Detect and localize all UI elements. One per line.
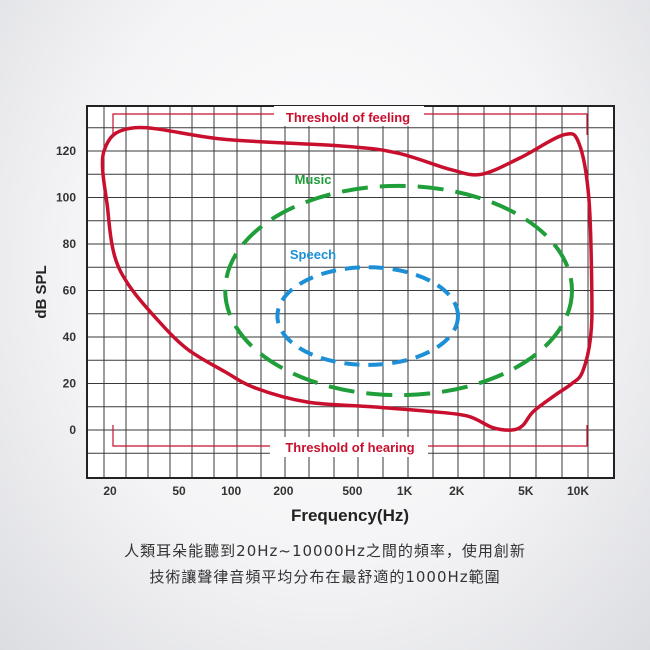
y-tick-label: 80	[63, 237, 77, 251]
x-tick-label: 200	[273, 484, 293, 498]
x-tick-label: 100	[221, 484, 241, 498]
speech-range-ellipse	[275, 265, 460, 367]
y-tick-label: 100	[56, 191, 76, 205]
music-range-ellipse	[223, 183, 574, 398]
y-tick-label: 20	[63, 377, 77, 391]
x-tick-label: 500	[342, 484, 362, 498]
threshold-of-feeling-curve	[100, 125, 594, 432]
x-tick-labels: 20 50 100 200 500 1K 2K 5K 10K	[103, 484, 589, 498]
y-tick-labels: 120 100 80 60 40 20 0	[56, 144, 76, 437]
music-label: Music	[295, 172, 332, 187]
x-tick-label: 20	[103, 484, 117, 498]
y-tick-label: 60	[63, 284, 77, 298]
threshold-of-hearing-label: Threshold of hearing	[285, 440, 414, 455]
x-tick-label: 50	[172, 484, 186, 498]
speech-label: Speech	[290, 247, 336, 262]
series-layer	[100, 125, 594, 432]
x-tick-label: 5K	[518, 484, 534, 498]
y-axis-title: dB SPL	[33, 265, 50, 318]
caption-line-1: 人類耳朵能聽到20Hz~10000Hz之間的頻率，使用創新	[124, 542, 526, 560]
feeling-label-bg	[274, 106, 424, 126]
x-axis-title: Frequency(Hz)	[291, 506, 409, 525]
plot-background	[87, 106, 614, 478]
threshold-of-feeling-label: Threshold of feeling	[286, 110, 410, 125]
y-tick-label: 40	[63, 330, 77, 344]
x-tick-label: 10K	[567, 484, 589, 498]
grid-vertical-lines	[103, 106, 589, 478]
y-tick-label: 0	[69, 423, 76, 437]
x-tick-label: 1K	[397, 484, 413, 498]
hearing-label-bg	[270, 437, 428, 457]
caption-line-2: 技術讓聲律音頻平均分布在最舒適的1000Hz範圍	[149, 568, 501, 586]
x-tick-label: 2K	[449, 484, 465, 498]
y-tick-label: 120	[56, 144, 76, 158]
